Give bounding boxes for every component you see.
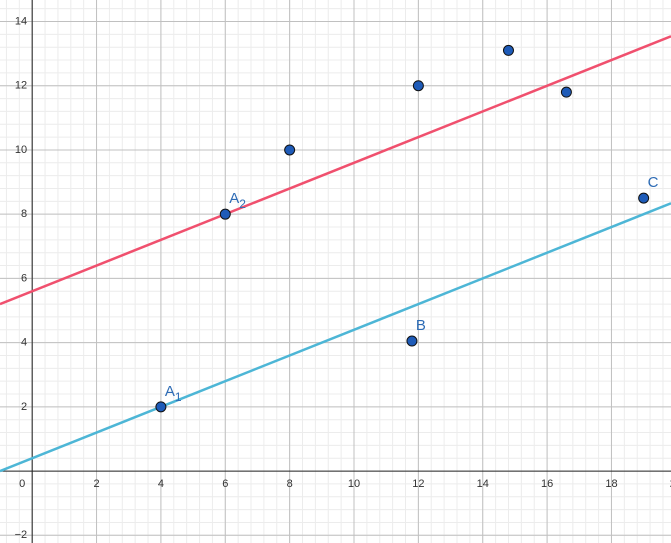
y-tick-label: 6 — [21, 272, 27, 284]
point — [219, 208, 231, 220]
point-label: B — [416, 317, 426, 334]
x-tick-label: 10 — [348, 478, 360, 490]
point — [155, 401, 167, 413]
point — [638, 192, 650, 204]
x-tick-label: 18 — [605, 478, 617, 490]
point — [406, 335, 418, 347]
point — [502, 44, 514, 56]
y-tick-label: −2 — [15, 529, 28, 541]
y-tick-label: 4 — [21, 337, 27, 349]
x-tick-label: 6 — [222, 478, 228, 490]
point — [412, 80, 424, 92]
y-tick-label: 14 — [15, 15, 27, 27]
y-tick-label: 10 — [15, 144, 27, 156]
y-tick-label: 12 — [15, 80, 27, 92]
x-tick-label: 0 — [19, 478, 25, 490]
point — [284, 144, 296, 156]
line — [0, 202, 671, 473]
point-label: C — [648, 174, 659, 191]
x-tick-label: 4 — [158, 478, 164, 490]
point-label: A1 — [165, 383, 182, 404]
point-label-text: C — [648, 174, 659, 191]
x-tick-label: 16 — [541, 478, 553, 490]
y-tick-label: 2 — [21, 401, 27, 413]
x-tick-label: 2 — [93, 478, 99, 490]
point-label-text: A — [165, 383, 175, 400]
point-label-text: B — [416, 317, 426, 334]
x-tick-label: 12 — [412, 478, 424, 490]
point-label-text: A — [229, 190, 239, 207]
point — [560, 86, 572, 98]
point-label-sub: 2 — [239, 197, 246, 211]
x-tick-label: 14 — [477, 478, 489, 490]
x-tick-label: 20 — [670, 478, 671, 490]
point-label: A2 — [229, 190, 246, 211]
point-label-sub: 1 — [175, 390, 182, 404]
x-tick-label: 8 — [287, 478, 293, 490]
line — [0, 35, 671, 306]
y-tick-label: 8 — [21, 208, 27, 220]
